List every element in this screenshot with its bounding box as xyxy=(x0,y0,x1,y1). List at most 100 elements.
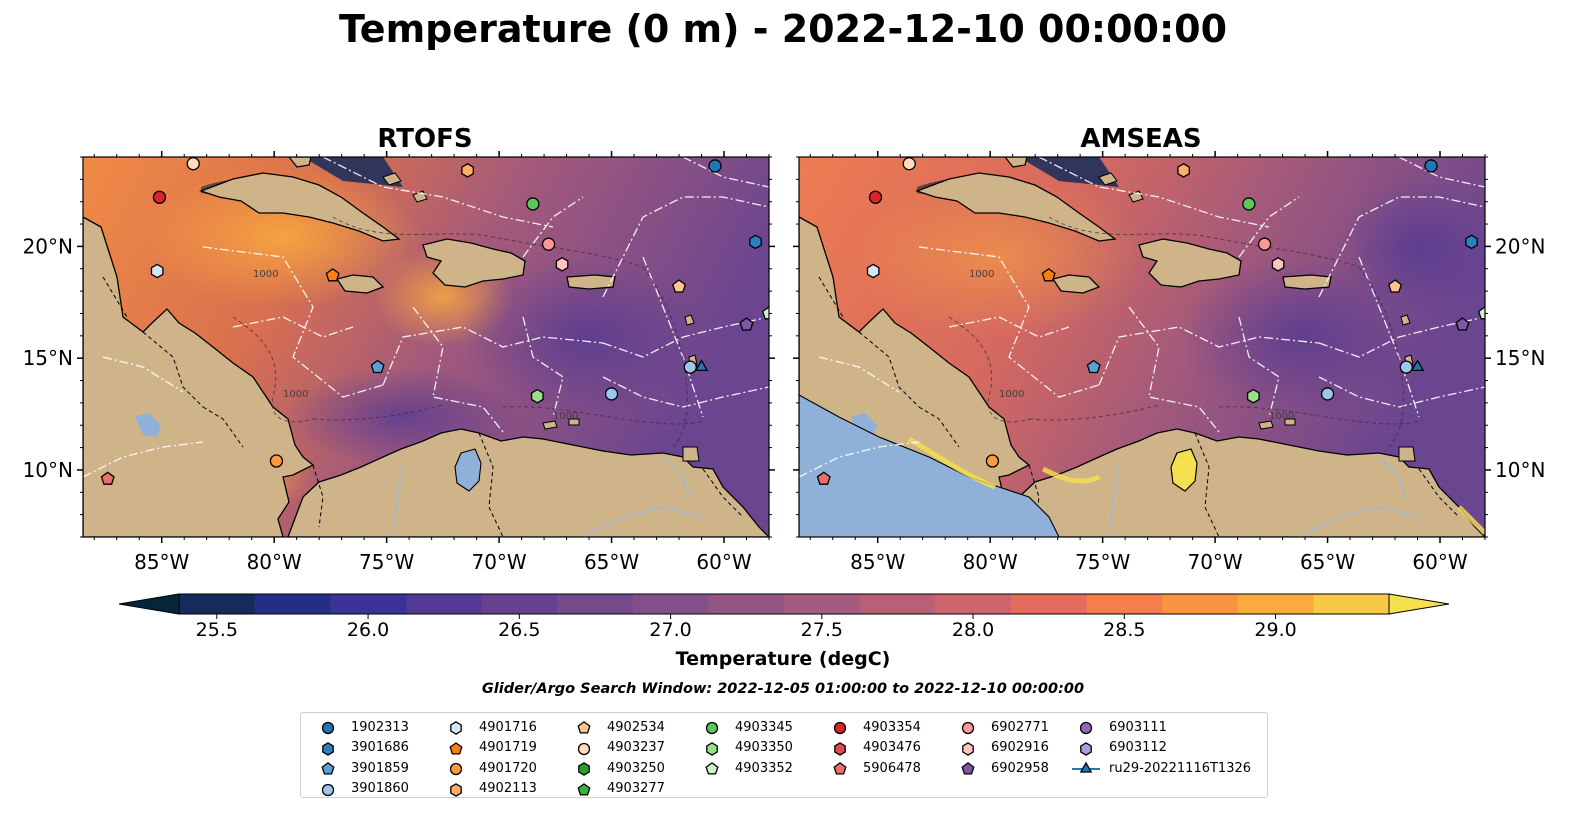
float-marker-4902113[interactable] xyxy=(461,163,474,178)
float-marker-6902958[interactable] xyxy=(1455,317,1470,331)
legend-item[interactable]: 4901716 xyxy=(441,717,537,738)
float-marker-3901859[interactable] xyxy=(1086,359,1101,374)
legend-marker[interactable] xyxy=(961,722,975,735)
map-area[interactable] xyxy=(43,157,775,537)
float-marker-4902534[interactable] xyxy=(1388,279,1403,293)
legend-item[interactable]: 4903237 xyxy=(569,738,665,759)
float-marker-4901719[interactable] xyxy=(325,268,340,282)
float-marker-4903345[interactable] xyxy=(526,197,540,211)
legend-marker[interactable] xyxy=(962,741,974,756)
float-marker-3901860b[interactable] xyxy=(1399,360,1413,374)
legend-marker[interactable] xyxy=(1080,741,1092,756)
legend-item[interactable]: 4903352 xyxy=(697,758,793,779)
legend-item[interactable]: ru29-20221116T1326 xyxy=(1071,758,1251,779)
legend-item[interactable]: 6903112 xyxy=(1071,738,1251,759)
float-marker-5906478[interactable] xyxy=(100,471,115,485)
circle-icon xyxy=(577,742,591,755)
float-marker-3901860[interactable] xyxy=(1320,387,1335,401)
legend-item[interactable]: 4903350 xyxy=(697,738,793,759)
legend-marker[interactable] xyxy=(449,763,463,776)
legend-item[interactable]: 4902534 xyxy=(569,717,665,738)
float-marker-4903350[interactable] xyxy=(1246,388,1260,404)
float-marker-3901860[interactable] xyxy=(604,387,619,401)
legend-item[interactable]: 6902958 xyxy=(953,758,1049,779)
legend-marker[interactable] xyxy=(322,741,334,756)
float-marker-4903350[interactable] xyxy=(530,388,544,404)
legend-marker[interactable] xyxy=(1079,761,1093,773)
float-marker-4903354[interactable] xyxy=(152,190,167,204)
float-marker-6902916[interactable] xyxy=(555,256,569,272)
hexagon-icon xyxy=(962,741,974,756)
float-marker-3901686[interactable] xyxy=(749,234,762,250)
colorbar-segment xyxy=(1010,594,1087,614)
float-marker-6902916[interactable] xyxy=(1271,256,1285,272)
legend-marker[interactable] xyxy=(833,762,847,775)
legend-item[interactable]: 6902771 xyxy=(953,717,1049,738)
float-marker-5906478[interactable] xyxy=(816,471,831,485)
float-marker-4901716[interactable] xyxy=(866,263,880,279)
float-marker-1902313[interactable] xyxy=(1424,159,1438,173)
float-marker-6902958[interactable] xyxy=(739,317,754,331)
float-marker-6902771[interactable] xyxy=(1257,237,1272,251)
legend-marker[interactable] xyxy=(961,762,975,775)
legend-item[interactable]: 4902113 xyxy=(441,779,537,800)
legend-item[interactable]: 4903476 xyxy=(825,738,921,759)
legend-column: 4901716 4901719 4901720 4902113 xyxy=(441,717,537,799)
legend-item[interactable]: 4903345 xyxy=(697,717,793,738)
float-marker-4902113[interactable] xyxy=(1177,163,1190,178)
legend-marker[interactable] xyxy=(321,783,335,796)
legend-item[interactable]: 4901720 xyxy=(441,758,537,779)
legend-marker[interactable] xyxy=(834,741,846,756)
float-marker-4903237[interactable] xyxy=(902,157,916,171)
float-marker-4901720[interactable] xyxy=(985,454,1000,468)
float-marker-ru29-20221116T1326[interactable] xyxy=(694,359,709,372)
colorbar-segment xyxy=(1162,594,1239,614)
float-marker-4902534[interactable] xyxy=(672,279,687,293)
legend-item[interactable]: 3901686 xyxy=(313,738,409,759)
legend-marker[interactable] xyxy=(706,741,718,756)
colorbar-segment xyxy=(708,594,785,614)
float-marker-4903345[interactable] xyxy=(1242,197,1256,211)
legend-item[interactable]: 3901859 xyxy=(313,758,409,779)
legend-item[interactable]: 3901860 xyxy=(313,779,409,800)
legend-item[interactable]: 6903111 xyxy=(1071,717,1251,738)
map-area[interactable] xyxy=(799,157,1499,537)
legend-marker[interactable] xyxy=(321,722,335,735)
float-marker-4903354[interactable] xyxy=(868,190,883,204)
float-marker-4903352[interactable] xyxy=(1477,306,1492,320)
float-marker-4903237[interactable] xyxy=(186,157,200,171)
float-marker-6902771[interactable] xyxy=(541,237,556,251)
float-marker-4903352[interactable] xyxy=(761,306,776,320)
legend-marker[interactable] xyxy=(705,722,719,735)
float-marker-4901720[interactable] xyxy=(269,454,284,468)
legend-marker[interactable] xyxy=(577,721,591,734)
colorbar-tick-label: 27.5 xyxy=(801,619,843,641)
legend-marker[interactable] xyxy=(321,762,335,775)
legend-item[interactable]: 4901719 xyxy=(441,738,537,759)
legend-item[interactable]: 4903250 xyxy=(569,758,665,779)
legend-item[interactable]: 1902313 xyxy=(313,717,409,738)
legend-marker[interactable] xyxy=(833,722,847,735)
legend-marker[interactable] xyxy=(1079,722,1093,735)
legend-item[interactable]: 5906478 xyxy=(825,758,921,779)
float-marker-3901860b[interactable] xyxy=(683,360,697,374)
float-marker-4901716[interactable] xyxy=(150,263,164,279)
legend-marker[interactable] xyxy=(449,741,463,755)
float-marker-4901719[interactable] xyxy=(1041,268,1056,282)
legend-marker[interactable] xyxy=(577,782,591,796)
legend-marker[interactable] xyxy=(578,762,590,777)
float-marker-ru29-20221116T1326[interactable] xyxy=(1410,359,1425,372)
legend-marker[interactable] xyxy=(705,762,719,775)
float-marker-3901686[interactable] xyxy=(1465,234,1478,250)
legend-item[interactable]: 6902916 xyxy=(953,738,1049,759)
legend-item[interactable]: 4903354 xyxy=(825,717,921,738)
float-marker-1902313[interactable] xyxy=(708,159,722,173)
float-marker-3901859[interactable] xyxy=(370,359,385,374)
legend-marker[interactable] xyxy=(450,721,462,736)
legend-column: 1902313 3901686 3901859 3901860 xyxy=(313,717,409,799)
legend-item[interactable]: 4903277 xyxy=(569,779,665,800)
legend-marker[interactable] xyxy=(450,782,462,797)
pentagon-icon xyxy=(321,762,335,775)
legend-marker[interactable] xyxy=(577,742,591,755)
